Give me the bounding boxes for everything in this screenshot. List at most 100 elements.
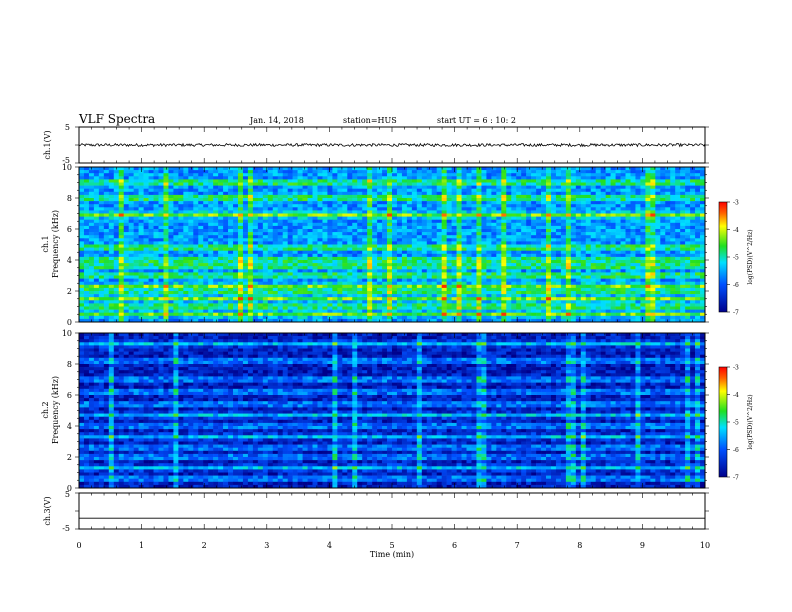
spectrogram-cell	[128, 229, 134, 233]
spectrogram-cell	[148, 222, 154, 227]
spectrogram-cell	[635, 269, 641, 273]
spectrogram-cell	[342, 250, 348, 255]
spectrogram-cell	[377, 173, 383, 177]
spectrogram-cell	[367, 170, 373, 174]
spectrogram-cell	[193, 176, 199, 180]
spectrogram-cell	[198, 241, 204, 245]
spectrogram-cell	[580, 179, 587, 183]
spectrogram-cell	[93, 207, 100, 211]
spectrogram-cell	[436, 222, 442, 227]
spectrogram-cell	[173, 204, 179, 208]
spectrogram-cell	[213, 253, 219, 258]
spectrogram-cell	[461, 238, 467, 242]
spectrogram-cell	[118, 167, 125, 171]
spectrogram-cell	[531, 222, 537, 227]
spectrogram-cell	[655, 222, 661, 227]
spectrogram-cell	[272, 244, 279, 248]
spectrogram-cell	[546, 260, 552, 264]
spectrogram-cell	[516, 263, 522, 267]
spectrogram-cell	[292, 260, 298, 264]
spectrogram-cell	[103, 201, 110, 205]
spectrogram-cell	[436, 281, 442, 286]
spectrogram-cell	[143, 281, 149, 286]
spectrogram-cell	[88, 278, 95, 282]
spectrogram-cell	[511, 176, 517, 180]
spectrogram-cell	[620, 176, 626, 180]
spectrogram-cell	[223, 222, 229, 227]
spectrogram-cell	[362, 225, 368, 230]
spectrogram-cell	[536, 256, 542, 261]
spectrogram-cell	[218, 272, 224, 276]
spectrogram-cell	[546, 256, 552, 261]
spectrogram-cell	[625, 256, 631, 261]
spectrogram-cell	[496, 216, 502, 220]
spectrogram-cell	[342, 198, 348, 202]
spectrogram-cell	[600, 266, 606, 270]
spectrogram-cell	[233, 167, 239, 171]
spectrogram-cell	[700, 253, 706, 258]
spectrogram-cell	[327, 281, 333, 286]
spectrogram-cell	[382, 235, 388, 239]
spectrogram-cell	[605, 216, 611, 220]
spectrogram-cell	[277, 232, 283, 236]
spectrogram-cell	[228, 182, 234, 186]
spectrogram-cell	[436, 275, 442, 279]
spectrogram-cell	[367, 278, 373, 282]
spectrogram-cell	[128, 210, 134, 214]
spectrogram-cell	[675, 182, 681, 186]
spectrogram-cell	[173, 284, 179, 289]
spectrogram-cell	[536, 194, 542, 199]
spectrogram-cell	[481, 278, 487, 282]
spectrogram-cell	[377, 284, 383, 289]
spectrogram-cell	[357, 185, 363, 189]
spectrogram-cell	[352, 216, 358, 220]
spectrogram-cell	[526, 176, 532, 180]
spectrogram-cell	[118, 241, 125, 245]
spectrogram-cell	[695, 225, 701, 230]
spectrogram-cell	[640, 182, 646, 186]
spectrogram-cell	[506, 235, 512, 239]
spectrogram-cell	[526, 216, 532, 220]
spectrogram-cell	[620, 253, 626, 258]
spectrogram-cell	[123, 210, 129, 214]
spectrogram-cell	[645, 266, 651, 270]
spectrogram-cell	[580, 216, 587, 220]
spectrogram-cell	[521, 176, 527, 180]
spectrogram-cell	[183, 201, 189, 205]
spectrogram-cell	[272, 185, 279, 189]
spectrogram-cell	[372, 229, 378, 233]
spectrogram-cell	[401, 235, 408, 239]
spectrogram-cell	[392, 253, 398, 258]
spectrogram-cell	[406, 241, 413, 245]
spectrogram-cell	[660, 272, 666, 276]
spectrogram-cell	[655, 219, 661, 224]
spectrogram-cell	[486, 250, 492, 255]
spectrogram-cell	[292, 229, 298, 233]
spectrogram-cell	[108, 182, 115, 186]
spectrogram-cell	[163, 244, 169, 248]
spectrogram-cell	[396, 204, 403, 208]
spectrogram-cell	[645, 176, 651, 180]
spectrogram-cell	[377, 235, 383, 239]
spectrogram-cell	[685, 250, 691, 255]
spectrogram-cell	[317, 204, 323, 208]
spectrogram-cell	[257, 256, 264, 261]
spectrogram-cell	[387, 250, 393, 255]
spectrogram-cell	[382, 216, 388, 220]
spectrogram-cell	[635, 266, 641, 270]
spectrogram-cell	[198, 185, 204, 189]
spectrogram-cell	[307, 229, 313, 233]
spectrogram-cell	[416, 229, 423, 233]
spectrogram-cell	[526, 244, 532, 248]
spectrogram-cell	[262, 219, 269, 224]
spectrogram-cell	[297, 176, 303, 180]
spectrogram-cell	[317, 210, 323, 214]
spectrogram-cell	[531, 213, 537, 217]
spectrogram-cell	[550, 219, 557, 224]
spectrogram-cell	[392, 284, 398, 289]
spectrogram-cell	[342, 182, 348, 186]
spectrogram-cell	[620, 219, 626, 224]
spectrogram-cell	[411, 191, 418, 196]
spectrogram-cell	[466, 269, 472, 273]
